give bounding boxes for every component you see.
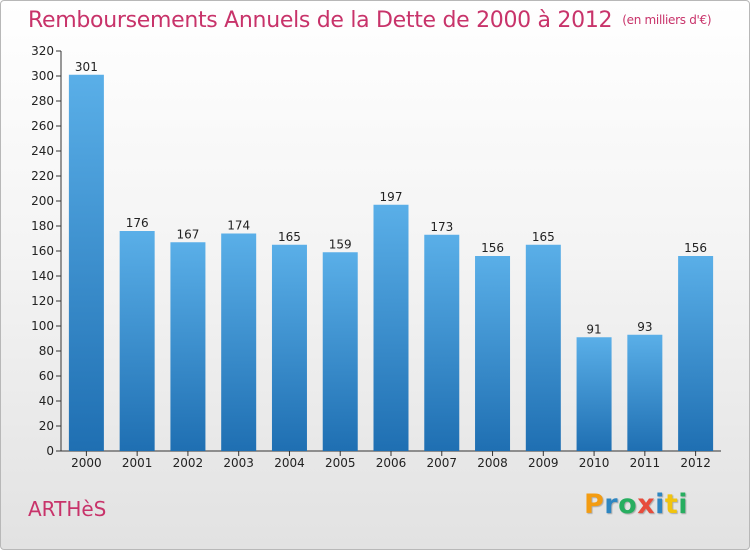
x-tick-label: 2004	[274, 456, 305, 470]
value-label: 93	[637, 320, 652, 334]
chart-title-text: Remboursements Annuels de la Dette de 20…	[28, 8, 613, 33]
y-tick-label: 160	[31, 244, 54, 258]
value-label: 91	[586, 322, 601, 336]
value-label: 165	[532, 230, 555, 244]
x-axis: 2000 2001 2002 2003 2004 2005 2006 2007 2008 2009…	[61, 450, 721, 470]
x-tick-label: 2007	[426, 456, 457, 470]
value-label: 165	[278, 230, 301, 244]
value-label: 301	[75, 60, 98, 74]
bar-2002	[170, 242, 206, 451]
value-label: 156	[684, 241, 707, 255]
value-label: 159	[329, 237, 352, 251]
y-tick-label: 100	[31, 319, 54, 333]
x-tick-label: 2005	[325, 456, 356, 470]
x-tick-label: 2010	[579, 456, 610, 470]
y-tick-label: 300	[31, 69, 54, 83]
y-tick-label: 60	[39, 369, 54, 383]
bar-2005	[322, 252, 358, 451]
value-label: 173	[430, 220, 453, 234]
y-tick-label: 320	[31, 44, 54, 58]
y-tick-label: 0	[46, 444, 54, 458]
bar-2004	[271, 244, 307, 451]
y-tick-label: 40	[39, 394, 54, 408]
x-tick-label: 2011	[630, 456, 661, 470]
y-tick-label: 20	[39, 419, 54, 433]
chart-unit: (en milliers d'€)	[622, 13, 712, 27]
bar-2000	[68, 74, 104, 451]
y-axis: 0 20 40 60 80 100 120 140 160 180 200 220 240 260 280 3…	[31, 44, 62, 458]
y-tick-label: 80	[39, 344, 54, 358]
bar-2012	[678, 256, 714, 451]
bar-2007	[424, 234, 460, 451]
y-tick-label: 120	[31, 294, 54, 308]
x-tick-label: 2002	[173, 456, 204, 470]
bars	[68, 74, 714, 451]
y-tick-label: 200	[31, 194, 54, 208]
x-tick-label: 2001	[122, 456, 153, 470]
value-labels: 301 176 167 174 165 159 197 173 156 165 91 93 156	[75, 60, 707, 337]
y-tick-label: 240	[31, 144, 54, 158]
y-tick-label: 260	[31, 119, 54, 133]
bar-2010	[576, 337, 612, 451]
value-label: 167	[176, 227, 199, 241]
x-tick-label: 2008	[477, 456, 508, 470]
x-tick-label: 2012	[680, 456, 711, 470]
y-tick-label: 220	[31, 169, 54, 183]
y-tick-label: 280	[31, 94, 54, 108]
bar-2006	[373, 204, 409, 451]
value-label: 197	[380, 190, 403, 204]
bar-2001	[119, 231, 155, 451]
x-tick-label: 2006	[376, 456, 407, 470]
proxiti-logo: Proxiti	[584, 489, 689, 520]
y-tick-label: 140	[31, 269, 54, 283]
bar-2011	[627, 334, 663, 451]
value-label: 174	[227, 219, 250, 233]
chart-title: Remboursements Annuels de la Dette de 20…	[28, 8, 712, 33]
bar-2008	[475, 256, 511, 451]
y-tick-label: 180	[31, 219, 54, 233]
x-tick-label: 2009	[528, 456, 559, 470]
x-tick-label: 2000	[71, 456, 102, 470]
bar-2003	[221, 233, 257, 451]
x-tick-label: 2003	[223, 456, 254, 470]
bar-2009	[525, 244, 561, 451]
value-label: 156	[481, 241, 504, 255]
commune-name: ARTHèS	[28, 497, 107, 521]
value-label: 176	[126, 216, 149, 230]
